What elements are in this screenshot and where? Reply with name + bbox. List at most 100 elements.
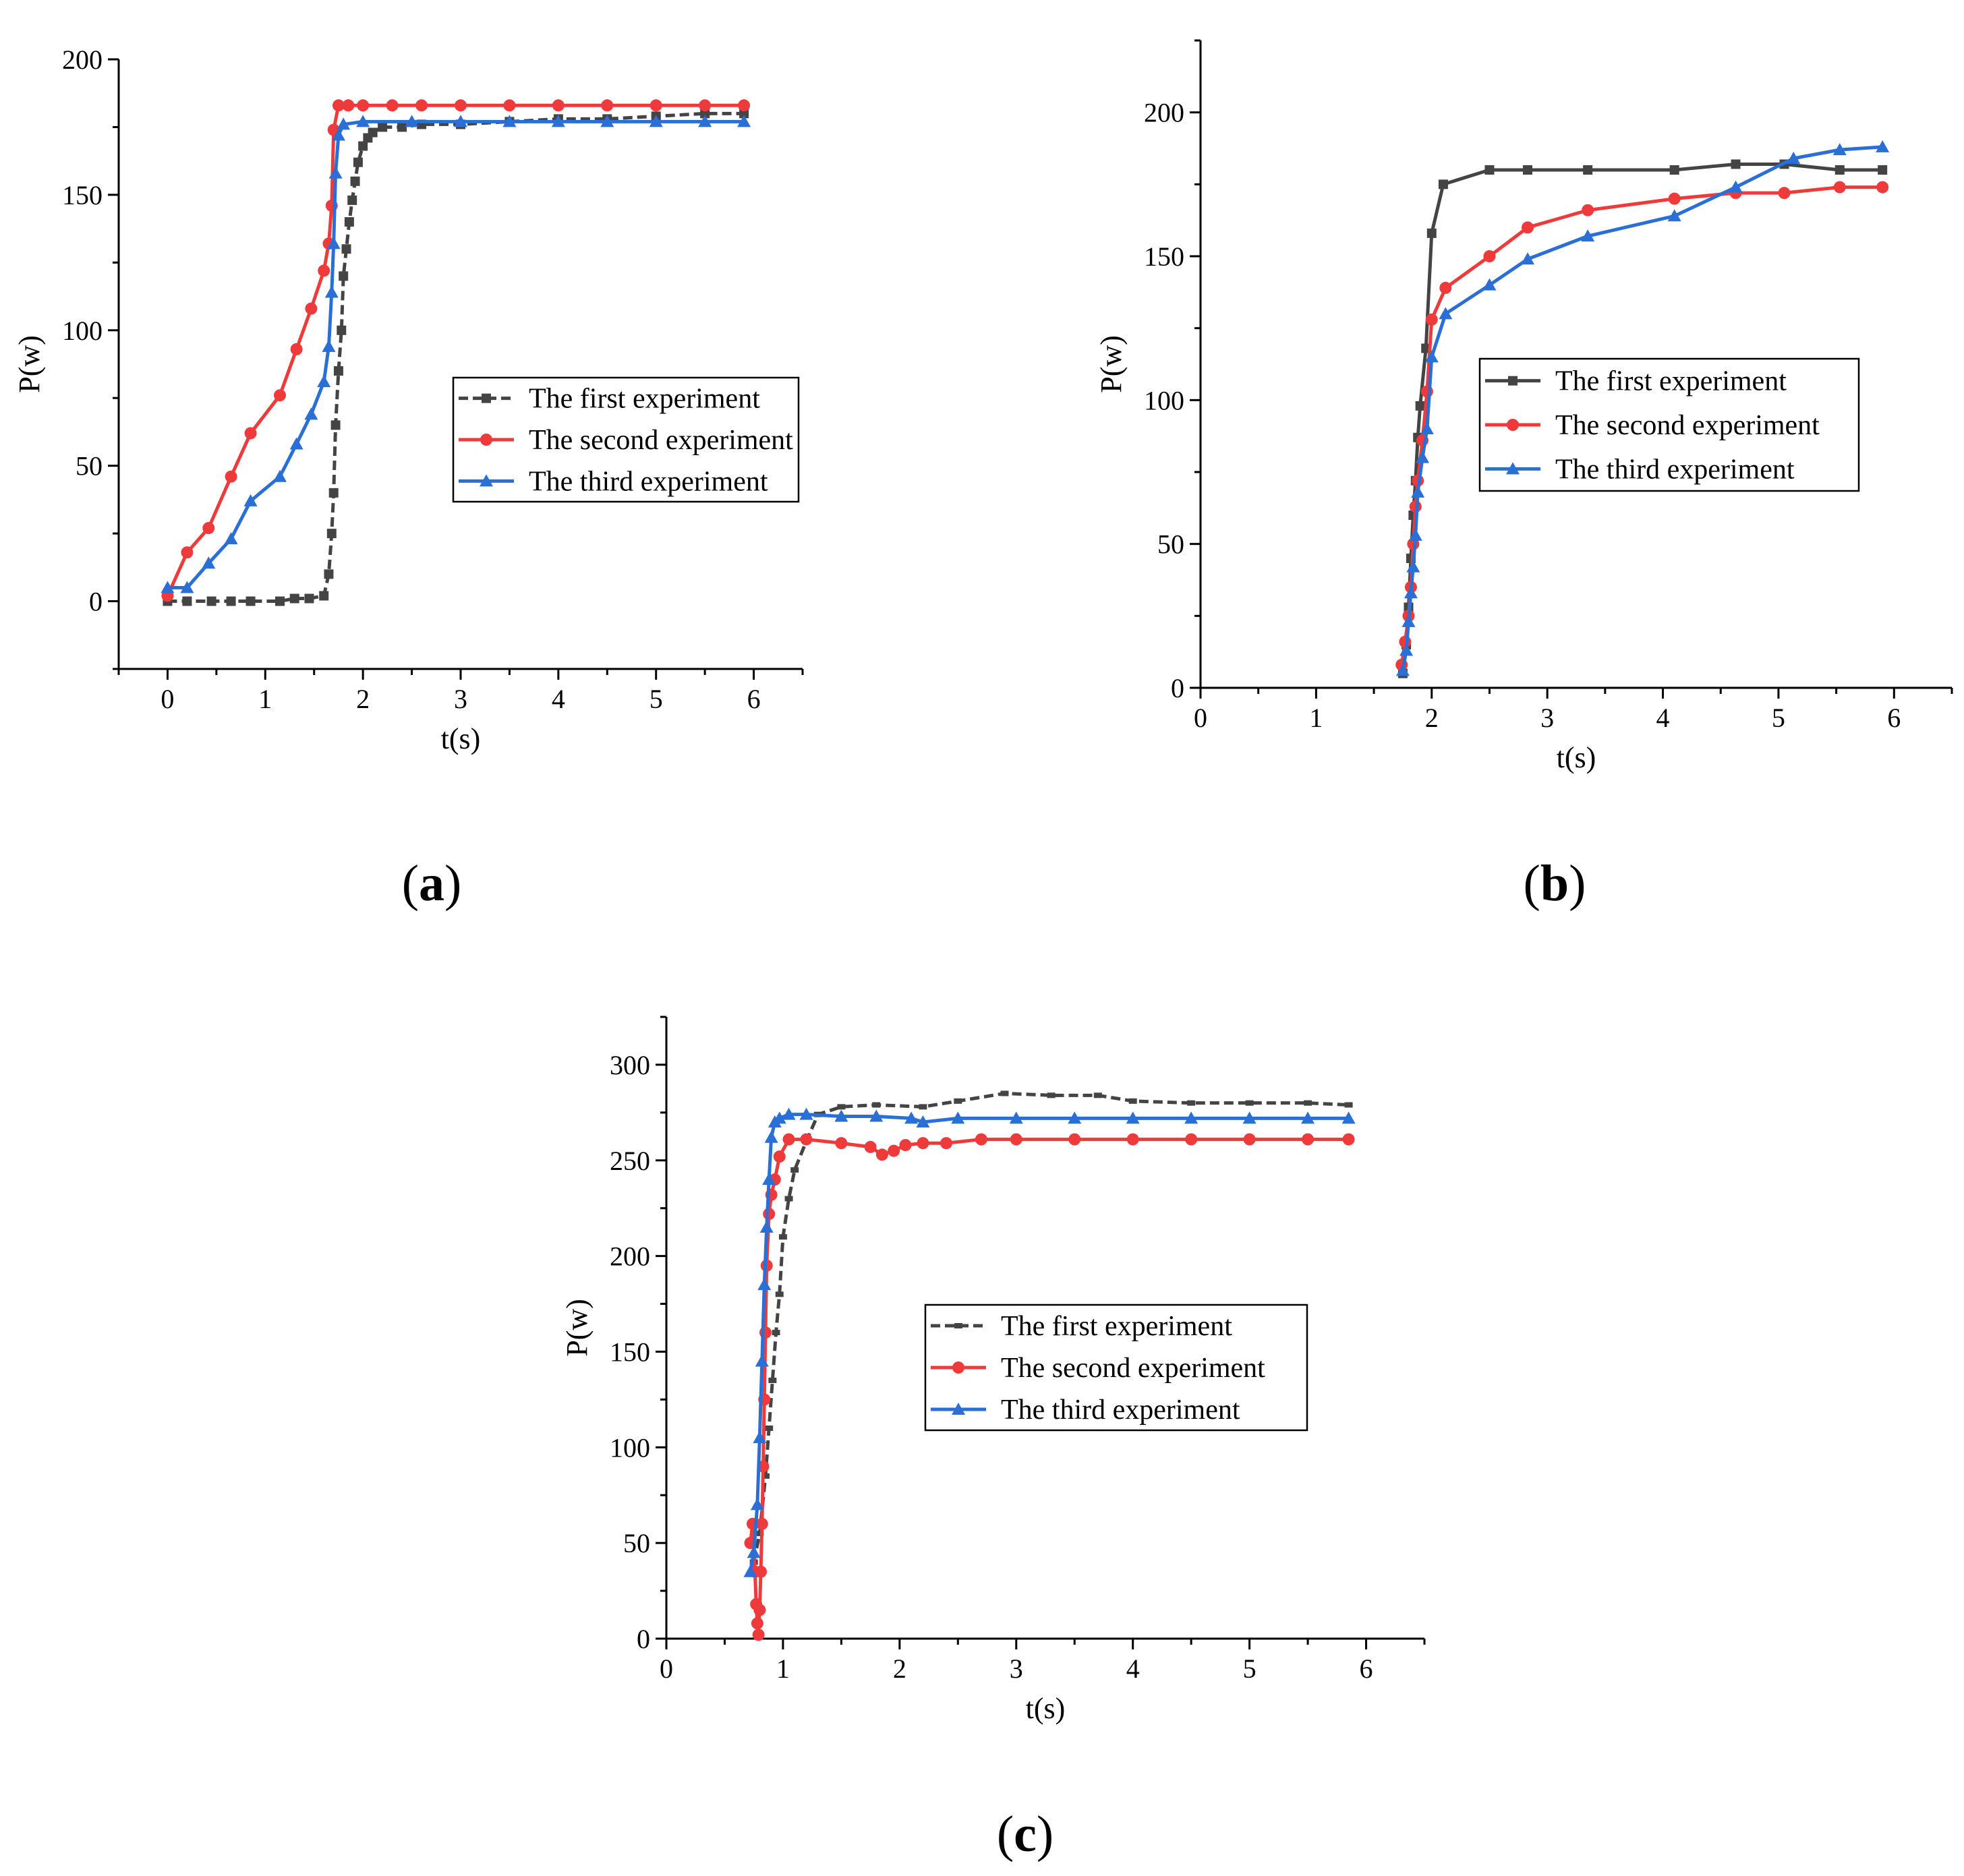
data-point: [378, 122, 388, 132]
data-point: [1302, 1133, 1315, 1146]
x-tick-label: 1: [776, 1653, 790, 1684]
x-axis-label: t(s): [1026, 1692, 1066, 1725]
legend-marker: [954, 1323, 962, 1328]
x-tick-label: 5: [1243, 1653, 1257, 1684]
legend-label: The second experiment: [1555, 410, 1820, 441]
data-point: [1406, 560, 1420, 573]
y-tick-label: 0: [1171, 673, 1184, 703]
data-point: [835, 1137, 848, 1150]
data-point: [1341, 1111, 1356, 1124]
data-point: [1187, 1100, 1196, 1106]
data-point: [784, 1196, 793, 1202]
legend-marker: [480, 474, 493, 487]
panel-letter: a: [419, 855, 444, 912]
data-point: [1185, 1133, 1198, 1146]
x-tick-label: 6: [747, 684, 761, 714]
data-point: [1439, 307, 1453, 320]
data-point: [332, 99, 345, 112]
series-1: [163, 109, 749, 606]
data-point: [1399, 643, 1414, 656]
data-point: [226, 596, 236, 606]
data-point: [837, 1104, 846, 1110]
data-point: [699, 99, 712, 112]
data-point: [1876, 181, 1889, 194]
y-axis-label: P(w): [1095, 335, 1128, 393]
x-tick-label: 2: [1425, 703, 1439, 733]
data-point: [273, 469, 287, 482]
data-point: [790, 1167, 799, 1173]
legend-box: [924, 1303, 1308, 1432]
data-point: [864, 1140, 877, 1153]
y-axis-label: P(w): [560, 1299, 594, 1357]
x-tick-label: 0: [1194, 703, 1207, 733]
data-point: [454, 115, 467, 127]
data-point: [1878, 165, 1888, 175]
data-point: [358, 141, 368, 151]
data-point: [782, 1133, 795, 1146]
data-point: [1301, 1111, 1315, 1124]
data-point: [1128, 1098, 1137, 1104]
data-point: [1581, 229, 1595, 242]
x-tick-label: 4: [1656, 703, 1670, 733]
x-tick-label: 2: [356, 684, 370, 714]
data-point: [181, 546, 194, 559]
x-tick-label: 1: [258, 684, 272, 714]
data-point: [386, 99, 399, 112]
series-3: [1395, 140, 1890, 676]
data-point: [600, 115, 614, 127]
y-tick-label: 250: [610, 1146, 650, 1176]
data-point: [1342, 1133, 1355, 1146]
data-point: [274, 389, 287, 402]
data-point: [1438, 179, 1448, 189]
data-point: [747, 1546, 761, 1558]
legend-label: The second experiment: [1001, 1353, 1265, 1384]
data-point: [762, 1173, 776, 1185]
legend-label: The third experiment: [1001, 1395, 1240, 1426]
legend-marker: [952, 1403, 965, 1415]
data-point: [304, 407, 318, 420]
data-point: [975, 1133, 987, 1146]
series-line: [167, 119, 745, 589]
data-point: [1832, 143, 1847, 156]
y-tick-label: 100: [610, 1432, 650, 1463]
data-point: [289, 437, 304, 450]
legend-marker: [480, 434, 492, 446]
data-point: [1521, 252, 1535, 265]
series-line: [752, 1091, 1349, 1563]
y-tick-label: 150: [62, 180, 103, 210]
legend-marker: [952, 1361, 964, 1374]
data-point: [954, 1098, 962, 1104]
data-point: [243, 494, 258, 506]
chart-a: 0 1 2 3 4 5 6 0 50 100 150 200 t(s) P(w) The first exp…: [13, 45, 804, 912]
data-point: [1126, 1111, 1140, 1124]
data-point: [772, 1111, 786, 1124]
data-point: [551, 115, 565, 127]
data-point: [202, 522, 215, 535]
data-point: [1729, 180, 1743, 193]
series-line: [167, 111, 745, 604]
data-point: [1408, 528, 1422, 541]
x-tick-label: 0: [660, 1653, 673, 1684]
data-point: [333, 366, 343, 376]
data-point: [305, 302, 318, 315]
data-point: [800, 1133, 813, 1146]
data-point: [182, 596, 192, 606]
y-tick-label: 100: [1144, 385, 1184, 415]
data-point: [1184, 1111, 1198, 1124]
data-point: [737, 115, 751, 127]
data-point: [765, 1425, 774, 1431]
data-point: [244, 427, 257, 440]
legend-label: The first experiment: [1001, 1311, 1232, 1342]
legend-label: The first experiment: [1555, 366, 1787, 397]
data-point: [328, 166, 343, 179]
data-point: [503, 99, 516, 112]
data-point: [764, 1130, 778, 1143]
panel-label: (a): [402, 855, 462, 912]
legend-label: The third experiment: [529, 466, 768, 497]
data-point: [326, 529, 337, 539]
data-point: [1582, 204, 1594, 216]
data-point: [357, 99, 370, 112]
data-point: [1245, 1100, 1254, 1106]
x-tick-label: 3: [454, 684, 467, 714]
